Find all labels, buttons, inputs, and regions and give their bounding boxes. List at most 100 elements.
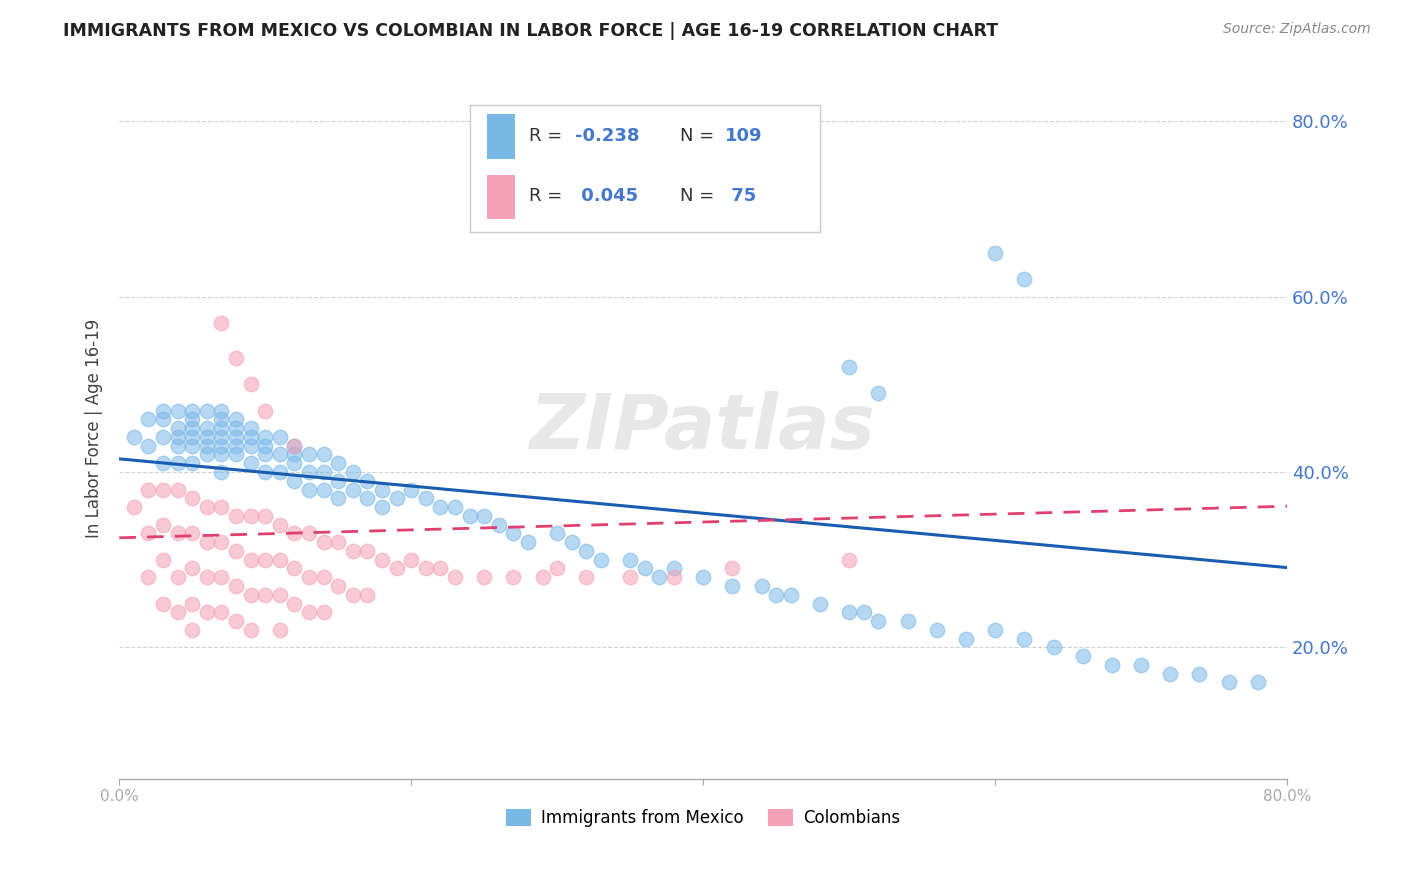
Point (298, 526, 321, 541)
Point (195, 403, 218, 417)
Point (211, 439, 233, 453)
Point (211, 465, 233, 479)
Point (765, 588, 787, 602)
Point (852, 605, 875, 619)
Point (1218, 675, 1240, 690)
Point (166, 439, 188, 453)
Point (225, 614, 247, 628)
Point (166, 421, 188, 435)
Point (181, 430, 204, 444)
Point (166, 605, 188, 619)
Point (342, 465, 364, 479)
Point (195, 570, 218, 584)
Point (328, 456, 350, 470)
Point (269, 552, 291, 566)
Point (181, 491, 204, 506)
Point (312, 605, 335, 619)
Point (239, 552, 262, 566)
Point (254, 465, 277, 479)
Point (1130, 657, 1153, 672)
Point (488, 517, 510, 532)
Point (254, 430, 277, 444)
Point (166, 403, 188, 417)
Point (458, 508, 481, 523)
Point (531, 570, 554, 584)
Point (1247, 675, 1270, 690)
Point (152, 403, 174, 417)
Point (254, 403, 277, 417)
Point (152, 552, 174, 566)
Point (575, 570, 598, 584)
Point (254, 439, 277, 453)
Point (312, 448, 335, 462)
Point (312, 570, 335, 584)
Point (239, 623, 262, 637)
Point (181, 412, 204, 426)
Point (371, 500, 394, 514)
Point (239, 377, 262, 392)
Point (868, 386, 890, 401)
Point (838, 359, 860, 374)
Point (122, 430, 145, 444)
Point (619, 570, 641, 584)
Point (808, 597, 831, 611)
Point (239, 421, 262, 435)
Point (181, 421, 204, 435)
Point (472, 570, 495, 584)
Point (239, 439, 262, 453)
Point (984, 245, 1007, 260)
Point (838, 605, 860, 619)
Point (211, 403, 233, 417)
Point (122, 500, 145, 514)
Point (1042, 640, 1064, 655)
Point (546, 526, 568, 541)
Point (868, 614, 890, 628)
Point (225, 412, 247, 426)
Point (138, 439, 160, 453)
Point (312, 483, 335, 497)
Point (1159, 666, 1181, 681)
Point (195, 448, 218, 462)
Point (356, 474, 378, 488)
Point (283, 597, 305, 611)
Point (225, 430, 247, 444)
Point (342, 483, 364, 497)
Point (225, 421, 247, 435)
Point (225, 439, 247, 453)
Point (415, 491, 437, 506)
Point (283, 439, 305, 453)
Point (239, 508, 262, 523)
Point (283, 456, 305, 470)
Point (589, 552, 612, 566)
Point (342, 588, 364, 602)
Point (211, 535, 233, 549)
Point (225, 544, 247, 558)
Point (546, 561, 568, 575)
Point (356, 544, 378, 558)
Point (138, 412, 160, 426)
Point (225, 579, 247, 593)
Point (721, 579, 744, 593)
Text: Source: ZipAtlas.com: Source: ZipAtlas.com (1223, 22, 1371, 37)
Point (751, 579, 773, 593)
Point (429, 561, 451, 575)
Point (356, 588, 378, 602)
Point (195, 439, 218, 453)
Point (254, 552, 277, 566)
Point (211, 500, 233, 514)
Point (138, 526, 160, 541)
Point (1071, 649, 1094, 664)
Point (181, 561, 204, 575)
Point (195, 535, 218, 549)
Point (721, 561, 744, 575)
Point (211, 316, 233, 330)
Point (152, 456, 174, 470)
Point (269, 430, 291, 444)
Point (838, 552, 860, 566)
Point (181, 456, 204, 470)
Point (1101, 657, 1123, 672)
Point (225, 448, 247, 462)
Point (254, 508, 277, 523)
Point (239, 456, 262, 470)
Point (166, 526, 188, 541)
